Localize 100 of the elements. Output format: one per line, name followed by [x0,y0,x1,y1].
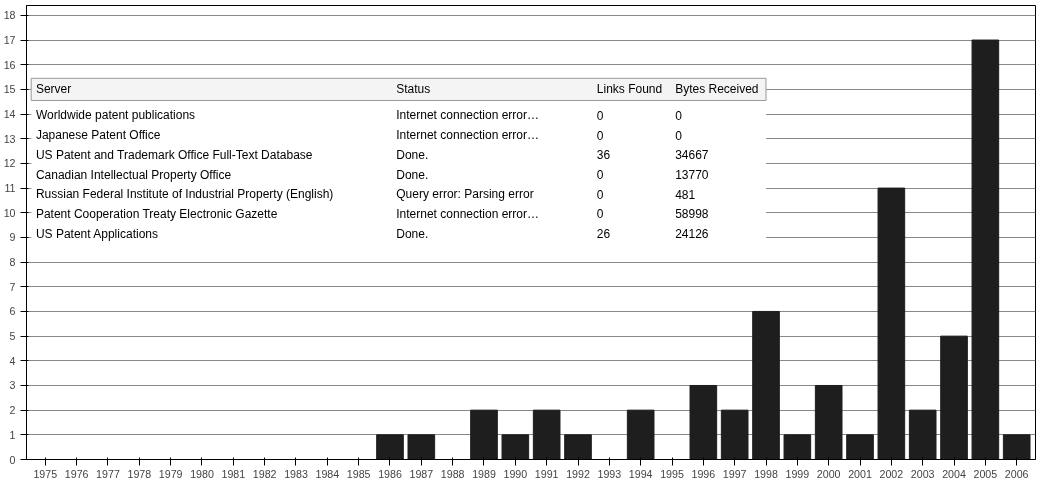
x-tick-label: 1990 [503,467,528,480]
annotation: 34667 [675,148,709,163]
bar [407,434,436,460]
x-tick-label: 1977 [96,467,120,480]
annotation: Internet connection error… [396,206,540,221]
annotation: 0 [596,128,604,143]
annotation: Server [35,82,72,97]
bar [532,409,561,460]
y-tick-label: 15 [3,83,16,96]
bar [501,434,530,460]
x-tick-label: 1976 [64,467,89,480]
y-tick-label: 5 [9,330,16,343]
y-tick-label: 11 [4,182,16,195]
annotation: Links Found [596,82,663,97]
y-tick-label: 13 [3,132,16,145]
bar [470,409,498,460]
x-tick-label: 1989 [472,467,496,480]
bar [908,409,937,460]
x-tick-label: 1994 [628,467,653,480]
annotation: Query error: Parsing error [396,187,534,202]
annotation: Canadian Intellectual Property Office [35,167,232,182]
annotation: 58998 [675,207,709,222]
x-tick-label: 1985 [346,467,371,480]
x-tick-label: 2004 [942,467,966,480]
y-tick-label: 2 [9,404,16,417]
x-tick-label: 1998 [754,467,778,480]
annotation: Status [396,82,431,97]
x-tick-label: 2005 [973,467,998,480]
bar [564,434,592,460]
y-tick-label: 1 [9,428,16,441]
bar [752,310,780,460]
annotation: 0 [596,168,604,183]
x-tick-label: 1975 [33,467,58,480]
x-tick-label: 1992 [566,467,590,480]
annotation: 36 [596,148,611,163]
x-tick-label: 1984 [315,467,340,480]
y-tick-label: 14 [3,108,16,121]
x-tick-label: 1991 [534,467,559,480]
x-tick-label: 2001 [848,467,872,480]
x-tick-label: 1979 [158,467,183,480]
annotation: Done. [396,147,429,162]
annotation: 481 [675,187,696,202]
annotation: 0 [675,108,683,123]
annotation: 0 [596,108,604,123]
annotation: 0 [675,128,683,143]
annotation: Worldwide patent publications [35,108,196,123]
bar [626,409,655,460]
x-tick-label: 1996 [691,467,716,480]
x-tick-label: 1978 [127,467,152,480]
x-tick-label: 1988 [440,467,465,480]
annotation: US Patent Applications [35,226,158,241]
y-tick-label: 3 [9,379,16,392]
x-tick-label: 1995 [660,467,684,480]
x-tick-label: 1993 [597,467,622,480]
x-tick-label: 1987 [409,467,434,480]
annotation: 24126 [675,227,709,242]
y-tick-label: 0 [9,453,16,466]
annotation: 26 [596,227,611,242]
y-tick-label: 4 [9,354,16,367]
annotation: Internet connection error… [396,108,540,123]
x-tick-label: 1999 [785,467,810,480]
bar [846,434,874,460]
y-tick-label: 18 [3,9,16,22]
x-tick-label: 1981 [221,467,246,480]
x-tick-label: 2006 [1004,467,1029,480]
x-tick-label: 2000 [816,467,841,480]
x-tick-label: 1986 [378,467,402,480]
x-tick-label: 1982 [252,467,277,480]
annotation: Bytes Received [675,82,759,97]
annotation: Done. [396,167,429,182]
bar [689,384,718,460]
y-tick-label: 6 [9,305,16,318]
x-tick-label: 1997 [722,467,747,480]
annotation: Patent Cooperation Treaty Electronic Gazette [35,206,278,221]
bar [783,434,812,460]
annotation: 0 [596,207,604,222]
y-tick-label: 17 [3,34,16,47]
annotation: 13770 [675,168,709,183]
annotation: 0 [596,187,604,202]
x-tick-label: 2003 [910,467,935,480]
annotation: US Patent and Trademark Office Full-Text Database [35,147,313,162]
y-tick-label: 8 [9,256,16,269]
bar [971,39,1000,460]
annotation: Russian Federal Institute of Industrial Property (English) [35,187,334,202]
y-tick-label: 16 [3,58,16,71]
bar [720,409,749,460]
annotation: Done. [396,226,429,241]
annotation: Japanese Patent Office [35,128,161,143]
x-tick-label: 1983 [284,467,308,480]
x-tick-label: 1980 [190,467,214,480]
y-tick-label: 7 [9,280,16,293]
bar [940,335,968,460]
bar [376,434,404,460]
y-tick-label: 10 [3,206,16,219]
annotation: Internet connection error… [396,128,540,143]
x-tick-label: 2002 [879,467,904,480]
bar [877,187,906,460]
bar [1002,434,1031,460]
y-tick-label: 12 [3,157,16,170]
bar [814,384,843,460]
